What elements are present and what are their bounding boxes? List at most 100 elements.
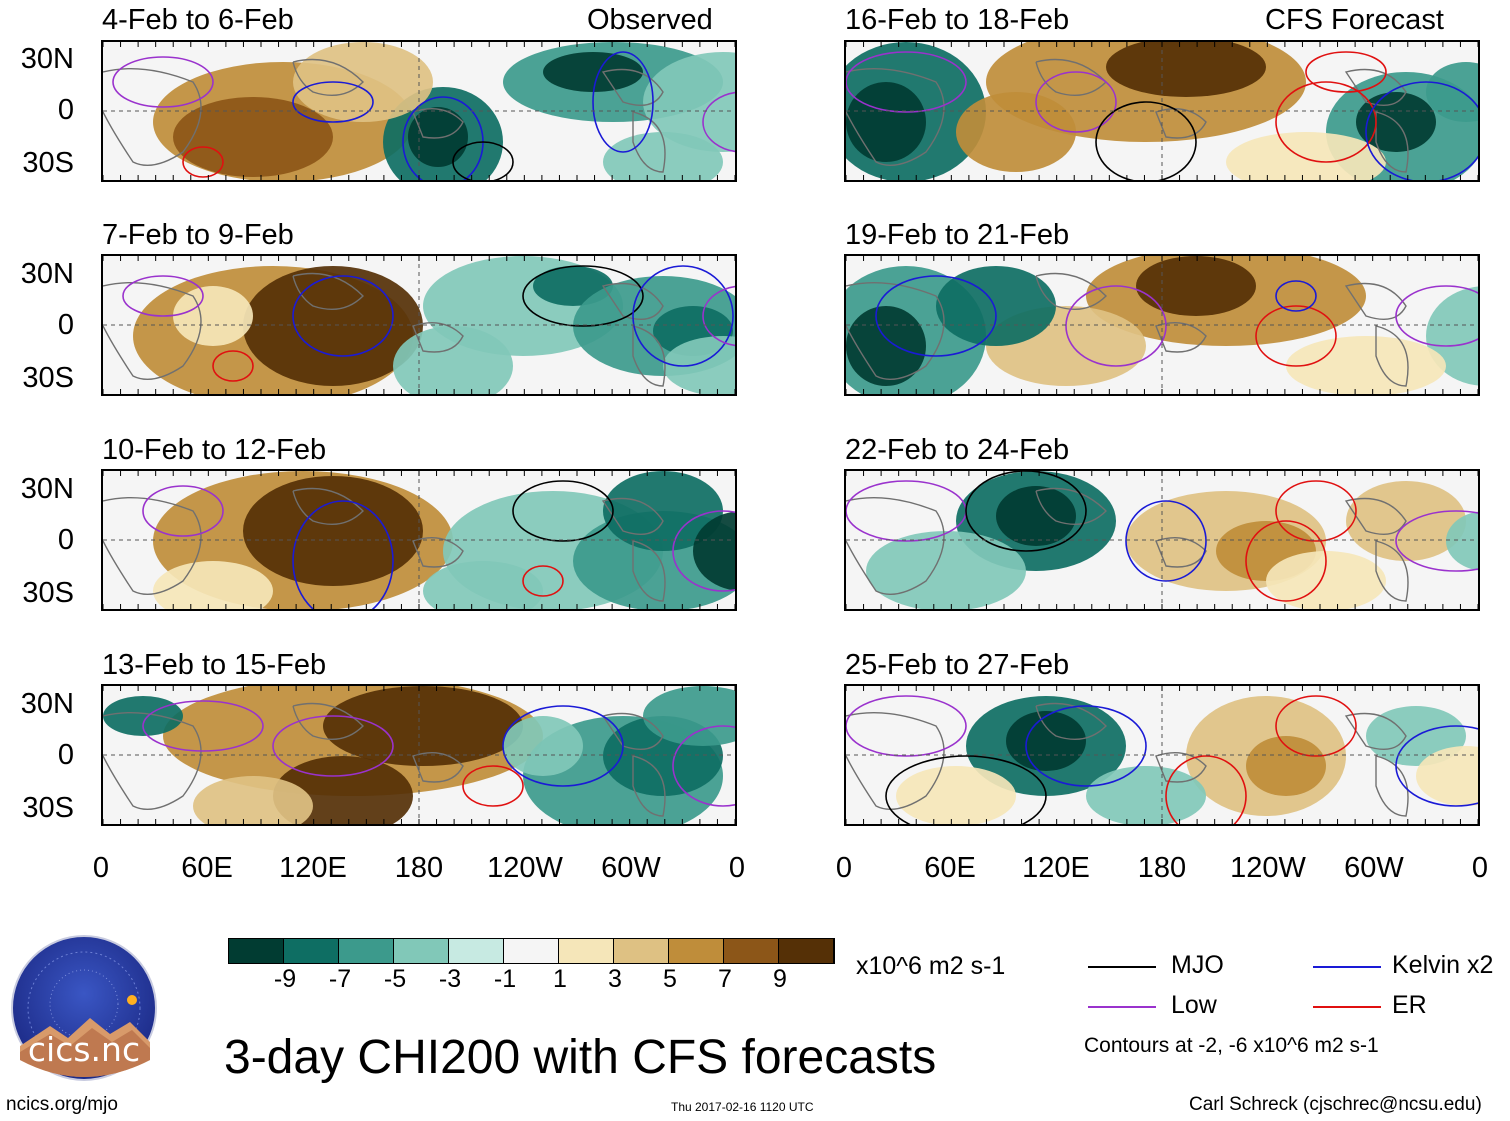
lon-label: 0: [92, 852, 110, 884]
lat-label: 0: [57, 94, 74, 126]
legend-label-kelvin: Kelvin x2: [1392, 951, 1494, 979]
footer-url[interactable]: ncics.org/mjo: [6, 1094, 118, 1115]
map-panel: [844, 40, 1480, 182]
legend-line-er: [1313, 1006, 1381, 1008]
colorbar-label: 9: [773, 965, 787, 993]
coastline: [846, 497, 945, 595]
coastline: [1344, 712, 1407, 750]
lat-label: 30S: [22, 362, 74, 394]
shading-region: [323, 686, 523, 766]
panel-title: 7-Feb to 9-Feb: [102, 219, 294, 251]
shading-region: [103, 696, 183, 736]
coastline: [412, 537, 464, 568]
contour-line: [632, 265, 734, 367]
coastline: [1155, 537, 1207, 568]
lon-label: 60W: [1344, 852, 1404, 884]
shading-region: [663, 336, 735, 394]
colorbar-swatch: [779, 939, 834, 963]
contour-line: [142, 700, 264, 752]
map-graphic: [103, 471, 735, 609]
colorbar-swatch: [394, 939, 449, 963]
coastline: [632, 540, 666, 602]
contour-line: [846, 51, 967, 113]
contour-line: [292, 81, 374, 123]
shading-region: [1446, 511, 1478, 571]
coastline: [412, 752, 464, 783]
colorbar-swatch: [724, 939, 779, 963]
coastline: [1035, 272, 1107, 310]
colorbar-label: 1: [553, 965, 567, 993]
map-panel: [101, 40, 737, 182]
colorbar: [228, 938, 835, 964]
lon-label: 180: [1137, 852, 1187, 884]
shading-region: [1246, 736, 1326, 796]
contour-line: [292, 500, 394, 609]
shading-region: [173, 286, 253, 346]
contour-line: [1165, 755, 1247, 824]
coastline: [1375, 325, 1409, 387]
shading-region: [896, 766, 1016, 824]
map-panel: [101, 684, 737, 826]
contour-line: [1395, 285, 1478, 347]
map-panel: [101, 469, 737, 611]
coastline: [601, 282, 664, 320]
map-graphic: [103, 256, 735, 394]
contour-line: [1245, 520, 1327, 602]
coastline: [1344, 497, 1407, 535]
map-graphic: [103, 42, 735, 180]
coastline: [1155, 752, 1207, 783]
legend-line-kelvin: [1313, 966, 1381, 968]
contour-line: [1035, 71, 1117, 133]
lon-label: 180: [394, 852, 444, 884]
legend-line-low: [1088, 1006, 1156, 1008]
contours-note: Contours at -2, -6 x10^6 m2 s-1: [1084, 1034, 1379, 1057]
contour-line: [1275, 695, 1357, 757]
contour-line: [1275, 81, 1377, 163]
shading-region: [603, 471, 723, 551]
shading-region: [846, 82, 926, 162]
colorbar-swatch: [339, 939, 394, 963]
coastline: [1035, 487, 1107, 525]
lon-label: 60W: [601, 852, 661, 884]
shading-region: [1106, 42, 1266, 97]
colorbar-label: -1: [493, 965, 517, 993]
contour-line: [1025, 705, 1147, 787]
shading-region: [1086, 766, 1206, 824]
legend-label-low: Low: [1171, 991, 1217, 1019]
logo-graphic: [11, 935, 157, 1081]
contour-line: [1065, 285, 1167, 367]
coastline: [103, 712, 202, 810]
footer-timestamp: Thu 2017-02-16 1120 UTC: [671, 1100, 814, 1114]
coastline: [632, 755, 666, 817]
contour-line: [672, 725, 735, 807]
map-graphic: [103, 686, 735, 824]
shading-region: [423, 561, 543, 609]
contour-line: [272, 715, 394, 777]
contour-line: [592, 51, 654, 153]
shading-region: [693, 511, 735, 591]
shading-region: [996, 486, 1076, 546]
coastline: [632, 325, 666, 387]
shading-region: [153, 561, 273, 609]
colorbar-label: -3: [438, 965, 462, 993]
coastline: [412, 322, 464, 353]
lon-label: 120W: [487, 852, 563, 884]
colorbar-units: x10^6 m2 s-1: [856, 952, 1006, 980]
contour-line: [512, 480, 614, 542]
panel-title: 25-Feb to 27-Feb: [845, 649, 1070, 681]
panel-title: 10-Feb to 12-Feb: [102, 434, 327, 466]
contour-line: [502, 705, 624, 787]
map-panel: [844, 469, 1480, 611]
coastline: [103, 497, 202, 595]
contour-line: [1275, 480, 1357, 542]
logo-text: cics.nc: [27, 1030, 141, 1069]
map-panel: [844, 254, 1480, 396]
lon-label: 120W: [1230, 852, 1306, 884]
lat-label: 0: [57, 524, 74, 556]
shading-region: [1416, 746, 1478, 806]
panel-title: 16-Feb to 18-Feb: [845, 4, 1070, 36]
colorbar-swatch: [284, 939, 339, 963]
contour-line: [1365, 81, 1478, 180]
contour-line: [672, 510, 735, 592]
shading-region: [643, 52, 735, 152]
